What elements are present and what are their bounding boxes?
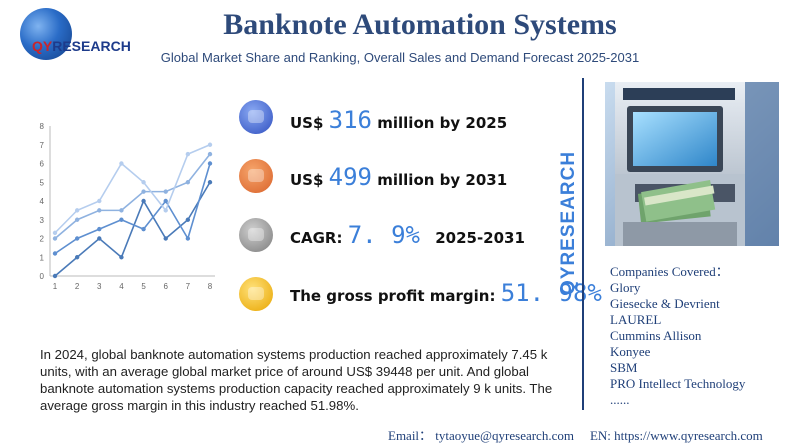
- data-point: [119, 217, 124, 222]
- globe-icon: [20, 8, 72, 60]
- list-item: Glory: [610, 280, 641, 295]
- y-tick-label: 0: [40, 272, 45, 281]
- atm-illustration: [605, 82, 779, 246]
- data-point: [163, 236, 168, 241]
- market-size-2031: US$ 499 million by 2031: [290, 163, 508, 191]
- market-size-2025: US$ 316 million by 2025: [290, 106, 508, 134]
- y-tick-label: 6: [40, 160, 45, 169]
- data-point: [119, 161, 124, 166]
- data-point: [185, 151, 191, 157]
- vertical-divider: [582, 78, 584, 410]
- data-point: [119, 255, 124, 260]
- data-point: [74, 208, 80, 213]
- series-line-2: [54, 163, 211, 255]
- website-link[interactable]: EN: https://www.qyresearch.com: [589, 428, 763, 443]
- x-tick-label: 4: [119, 282, 124, 291]
- data-point: [185, 180, 191, 185]
- data-point: [97, 236, 102, 241]
- data-point: [97, 208, 102, 213]
- data-point: [141, 180, 146, 185]
- data-point: [163, 189, 168, 194]
- x-tick-label: 1: [53, 282, 58, 291]
- footer-contact: Email： tytaoyue@qyresearch.com EN: https:…: [388, 425, 763, 444]
- data-point: [52, 236, 58, 241]
- data-point: [119, 208, 124, 213]
- x-tick-label: 7: [186, 282, 191, 291]
- x-tick-label: 6: [163, 282, 168, 291]
- data-point: [207, 142, 213, 147]
- data-point: [52, 230, 58, 236]
- data-point: [97, 226, 102, 232]
- qyresearch-logo: QYRESEARCH: [14, 8, 144, 64]
- data-point: [207, 180, 213, 185]
- data-point: [141, 226, 146, 232]
- companies-covered: Companies Covered： Glory Giesecke & Devr…: [610, 264, 745, 408]
- list-item: Konyee: [610, 344, 651, 359]
- list-item: SBM: [610, 360, 638, 375]
- page-subtitle: Global Market Share and Ranking, Overall…: [160, 50, 640, 65]
- x-tick-label: 5: [141, 282, 146, 291]
- y-tick-label: 5: [40, 178, 45, 187]
- market-size-2031-value: 499: [328, 163, 373, 191]
- market-size-2025-value: 316: [328, 106, 373, 134]
- data-point: [74, 236, 80, 241]
- series-line-1: [54, 181, 211, 277]
- x-tick-label: 2: [75, 282, 80, 291]
- cagr: CAGR: 7. 9% 2025-2031: [290, 221, 525, 249]
- list-item: Giesecke & Devrient: [610, 296, 720, 311]
- vertical-brand-text: QYRESEARCH: [558, 150, 579, 295]
- list-item: LAUREL: [610, 312, 662, 327]
- list-item: PRO Intellect Technology: [610, 376, 746, 391]
- y-tick-label: 1: [40, 253, 45, 262]
- gross-profit-margin-value: 51. 98%: [500, 279, 602, 307]
- companies-heading: Companies Covered：: [610, 264, 729, 279]
- qyr-badge-gray-icon: [239, 218, 273, 252]
- y-tick-label: 2: [40, 235, 45, 244]
- y-tick-label: 4: [40, 197, 45, 206]
- data-point: [97, 198, 102, 204]
- data-point: [207, 161, 213, 166]
- qyr-badge-blue-icon: [239, 100, 273, 134]
- data-point: [185, 236, 191, 241]
- data-point: [185, 217, 191, 222]
- data-point: [163, 198, 168, 204]
- series-line-4: [54, 144, 211, 234]
- email-link[interactable]: Email： tytaoyue@qyresearch.com: [388, 428, 574, 443]
- qyr-badge-yellow-icon: [239, 277, 273, 311]
- data-point: [207, 151, 213, 157]
- list-item: ......: [610, 392, 630, 407]
- logo-text: QYRESEARCH: [32, 38, 131, 54]
- summary-paragraph: In 2024, global banknote automation syst…: [40, 347, 553, 413]
- y-tick-label: 3: [40, 216, 45, 225]
- data-point: [52, 251, 58, 256]
- data-point: [163, 208, 168, 213]
- gross-profit-margin: The gross profit margin: 51. 98%: [290, 279, 602, 307]
- data-point: [74, 217, 80, 222]
- cagr-value: 7. 9%: [347, 221, 420, 249]
- series-line-3: [54, 153, 211, 240]
- x-tick-label: 8: [208, 282, 213, 291]
- list-item: Cummins Allison: [610, 328, 702, 343]
- data-point: [74, 255, 80, 260]
- y-tick-label: 8: [40, 122, 45, 131]
- y-tick-label: 7: [40, 141, 45, 150]
- data-point: [141, 189, 146, 194]
- x-tick-label: 3: [97, 282, 102, 291]
- data-point: [52, 273, 58, 279]
- qyr-badge-orange-icon: [239, 159, 273, 193]
- page-title: Banknote Automation Systems: [223, 8, 617, 41]
- data-point: [141, 198, 146, 204]
